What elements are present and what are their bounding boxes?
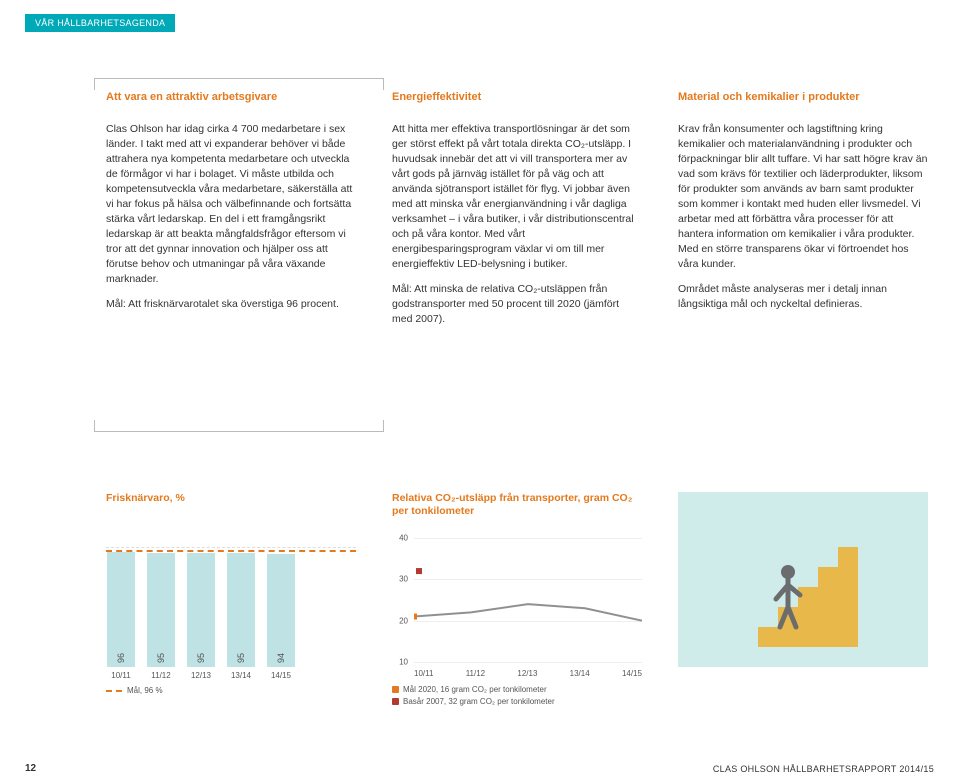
info-panel-block xyxy=(678,492,928,708)
col3-p1: Krav från konsumenter och lagstiftning k… xyxy=(678,122,928,272)
col-materials: Material och kemikalier i produkter Krav… xyxy=(678,90,928,337)
legend1-text: Mål 2020, 16 gram CO₂ per tonkilometer xyxy=(403,685,547,694)
plot-area xyxy=(414,538,642,662)
line-legend-2: Basår 2007, 32 gram CO₂ per tonkilometer xyxy=(392,696,642,708)
square-icon xyxy=(392,686,399,693)
bar-chart-title: Frisknärvaro, % xyxy=(106,492,356,505)
y-axis: 10203040 xyxy=(392,538,410,678)
bar: 95 xyxy=(147,553,175,667)
col3-p2: Området måste analyseras mer i detalj in… xyxy=(678,282,928,312)
legend2-text: Basår 2007, 32 gram CO₂ per tonkilometer xyxy=(403,697,555,706)
line-legend-1: Mål 2020, 16 gram CO₂ per tonkilometer xyxy=(392,684,642,696)
bar-chart: Frisknärvaro, % 9695959594 10/1111/1212/… xyxy=(106,492,356,708)
page-number: 12 xyxy=(25,763,36,774)
bar: 96 xyxy=(107,552,135,667)
col2-p1: Att hitta mer effektiva transportlösning… xyxy=(392,122,642,272)
bar-x-labels: 10/1111/1212/1313/1414/15 xyxy=(106,671,356,680)
line-chart: Relativa CO₂-utsläpp från transporter, g… xyxy=(392,492,642,708)
line-x-labels: 10/1111/1212/1313/1414/15 xyxy=(414,669,642,678)
bar-area: 9695959594 xyxy=(106,547,356,667)
bracket-top xyxy=(94,78,384,90)
stairs-icon xyxy=(738,527,868,657)
bar: 94 xyxy=(267,554,295,667)
col1-title: Att vara en attraktiv arbetsgivare xyxy=(106,90,356,104)
col1-p2: Mål: Att frisknärvarotalet ska överstiga… xyxy=(106,297,356,312)
bar: 95 xyxy=(227,553,255,667)
col1-p1: Clas Ohlson har idag cirka 4 700 medarbe… xyxy=(106,122,356,287)
line-chart-title: Relativa CO₂-utsläpp från transporter, g… xyxy=(392,492,642,518)
info-panel xyxy=(678,492,928,667)
col3-title: Material och kemikalier i produkter xyxy=(678,90,928,104)
footer-text: CLAS OHLSON HÅLLBARHETSRAPPORT 2014/15 xyxy=(713,764,934,774)
charts-row: Frisknärvaro, % 9695959594 10/1111/1212/… xyxy=(106,492,932,708)
text-columns: Att vara en attraktiv arbetsgivare Clas … xyxy=(106,90,932,337)
bar: 95 xyxy=(187,553,215,667)
bar-legend-text: Mål, 96 % xyxy=(127,686,163,695)
bar-legend: Mål, 96 % xyxy=(106,686,356,695)
section-tag: VÅR HÅLLBARHETSAGENDA xyxy=(25,14,175,32)
square-icon xyxy=(392,698,399,705)
col2-p2: Mål: Att minska de relativa CO₂-utsläppe… xyxy=(392,282,642,327)
line-area: 10203040 10/1111/1212/1313/1414/15 xyxy=(392,538,642,678)
col-employer: Att vara en attraktiv arbetsgivare Clas … xyxy=(106,90,356,337)
bracket-bottom xyxy=(94,420,384,432)
line-legend: Mål 2020, 16 gram CO₂ per tonkilometer B… xyxy=(392,684,642,708)
col-energy: Energieffektivitet Att hitta mer effekti… xyxy=(392,90,642,337)
dashed-line-icon xyxy=(106,690,122,692)
col2-title: Energieffektivitet xyxy=(392,90,642,104)
